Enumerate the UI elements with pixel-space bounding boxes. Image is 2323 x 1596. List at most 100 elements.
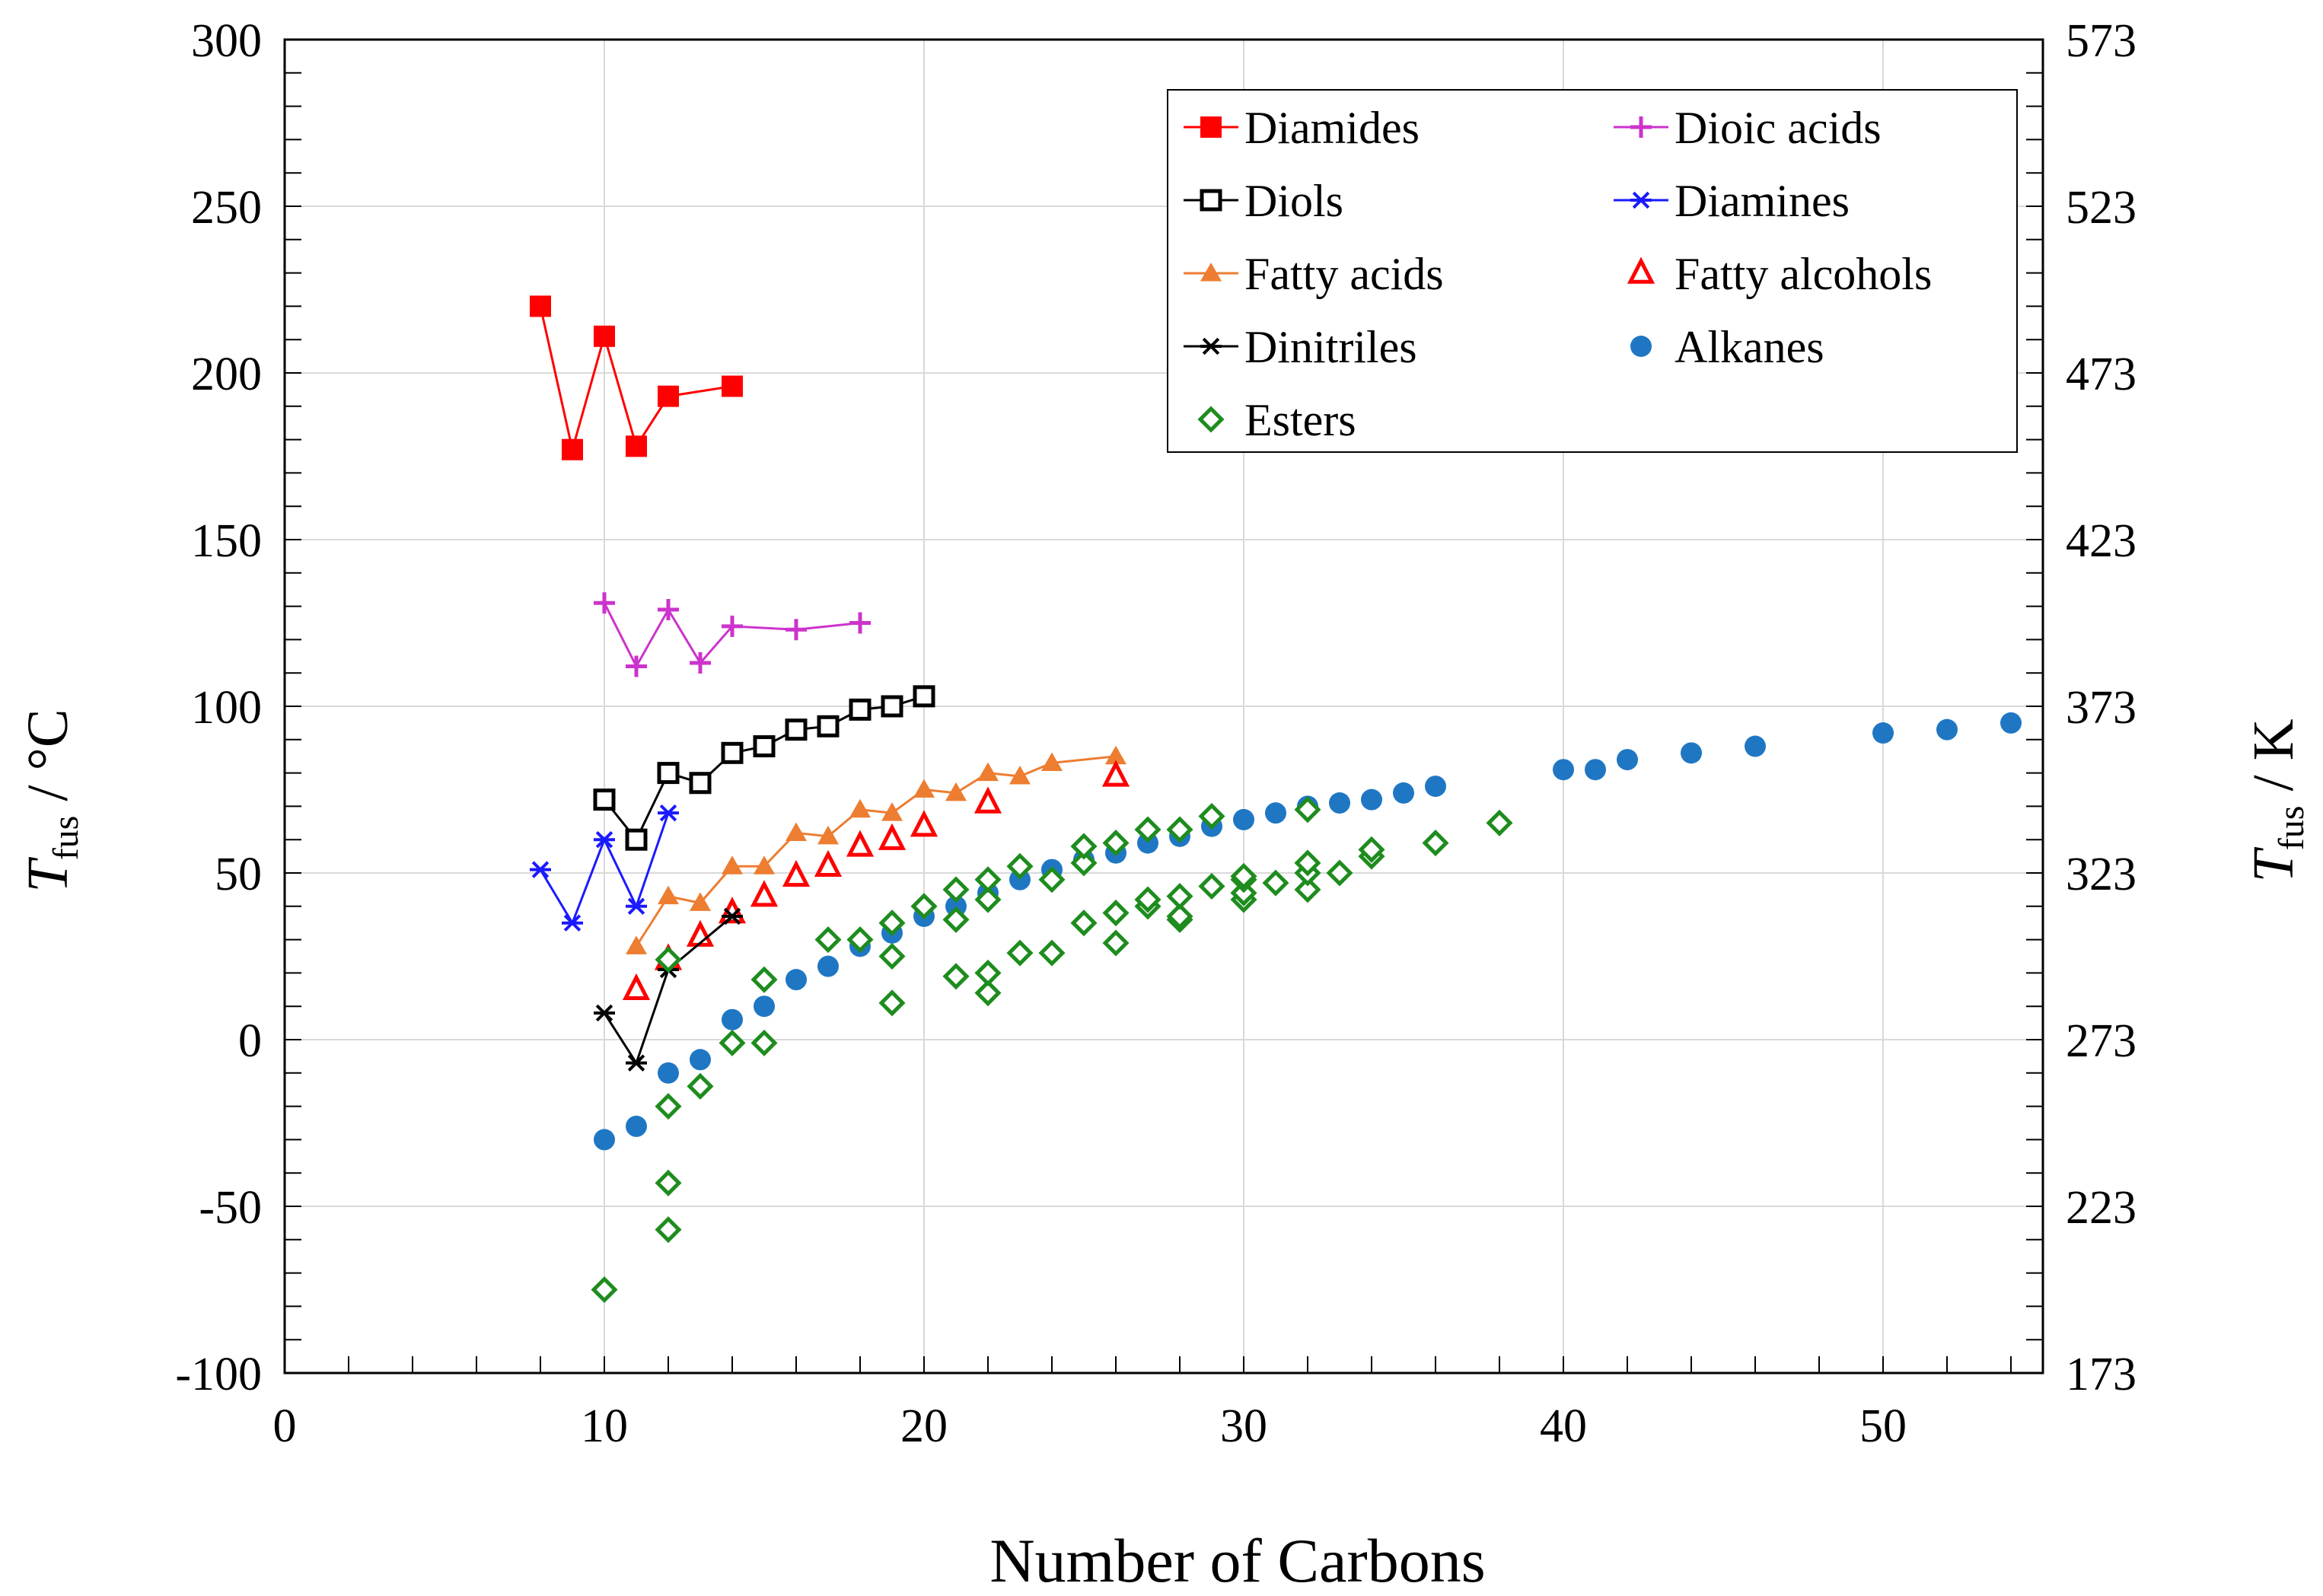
data-point-diamines (594, 830, 615, 849)
data-point-diols (593, 788, 616, 811)
legend-label-fatty-acids: Fatty acids (1244, 249, 1444, 299)
y2-axis-label-unit: / K (2242, 718, 2305, 805)
legend-entry-alkanes: Alkanes (1630, 322, 1824, 372)
data-point-alkanes (817, 955, 839, 977)
data-point-esters (1038, 939, 1066, 967)
legend-label-diamines: Diamines (1675, 176, 1850, 226)
data-point-esters (1294, 876, 1321, 903)
series-fatty-acids (626, 745, 1126, 954)
data-point-alkanes (1233, 808, 1254, 830)
legend-marker-diols (1200, 189, 1222, 212)
data-point-esters (846, 926, 874, 954)
data-point-dioic-acids (722, 615, 743, 637)
data-point-fatty-acids (977, 762, 999, 782)
data-point-diamides (562, 438, 583, 460)
data-point-fatty-alcohols (973, 786, 1002, 814)
data-point-esters (1422, 830, 1449, 857)
legend-marker-dinitriles (1200, 337, 1222, 355)
y2-axis-label-sub: fus (2271, 806, 2312, 851)
x-tick-label: 20 (900, 1400, 948, 1452)
data-point-dinitriles (722, 907, 743, 925)
legend-entry-fatty-acids: Fatty acids (1184, 249, 1444, 299)
y-axis-label-unit: / °C (16, 709, 80, 815)
legend-marker-fatty-alcohols (1627, 256, 1655, 284)
legend-label-dinitriles: Dinitriles (1244, 322, 1417, 372)
data-point-esters (1198, 872, 1225, 900)
data-point-alkanes (722, 1008, 743, 1031)
data-point-fatty-alcohols (814, 849, 843, 877)
x-tick-label: 40 (1540, 1400, 1587, 1452)
data-point-alkanes (785, 969, 807, 991)
series-dinitriles (594, 907, 743, 1072)
data-point-fatty-acids (817, 825, 839, 845)
data-point-alkanes (1936, 718, 1958, 741)
legend-marker-dioic-acids (1630, 116, 1652, 138)
series-line-dinitriles (603, 915, 733, 1066)
y2-tick-label: 523 (2066, 182, 2137, 234)
y-axis-label-sub: fus (46, 816, 86, 861)
data-point-alkanes (690, 1049, 711, 1071)
data-point-diols (657, 762, 680, 785)
y-tick-label: 0 (238, 1015, 262, 1067)
legend-marker-diamides (1200, 116, 1222, 138)
y2-tick-label: 473 (2066, 349, 2137, 400)
y2-tick-label: 273 (2066, 1015, 2137, 1067)
data-point-esters (591, 1276, 618, 1304)
legend-marker-esters (1197, 406, 1225, 433)
data-point-esters (1006, 939, 1034, 967)
data-point-diols (753, 735, 776, 758)
y2-tick-label: 223 (2066, 1182, 2137, 1234)
data-point-alkanes (1553, 759, 1574, 781)
data-point-fatty-acids (785, 822, 807, 841)
x-axis-label: Number of Carbons (989, 1526, 1485, 1595)
data-point-fatty-acids (658, 885, 679, 905)
data-point-alkanes (1745, 735, 1766, 757)
data-point-alkanes (594, 1129, 615, 1151)
data-point-esters (750, 1029, 778, 1056)
data-point-esters (974, 959, 1002, 986)
data-point-esters (942, 906, 970, 933)
legend-entry-fatty-alcohols: Fatty alcohols (1627, 249, 1932, 299)
y2-tick-label: 323 (2066, 849, 2137, 900)
data-point-esters (1166, 816, 1193, 843)
data-point-diamines (562, 914, 583, 932)
series-diols (593, 685, 935, 851)
data-point-esters (1102, 929, 1130, 957)
y2-tick-label: 573 (2066, 15, 2137, 67)
data-point-esters (655, 946, 682, 973)
data-point-fatty-acids (1041, 752, 1063, 771)
data-point-diols (721, 741, 744, 764)
data-point-esters (942, 876, 970, 903)
data-point-diols (913, 685, 935, 708)
x-tick-label: 0 (273, 1400, 297, 1452)
data-point-esters (1166, 883, 1193, 910)
data-point-fatty-acids (722, 855, 743, 874)
data-point-diamides (594, 325, 615, 347)
data-point-esters (878, 942, 906, 970)
data-point-esters (1326, 859, 1353, 887)
data-point-esters (1070, 833, 1098, 860)
data-point-alkanes (1393, 782, 1414, 804)
data-point-dioic-acids (594, 592, 615, 614)
data-point-esters (655, 1216, 682, 1244)
legend-label-fatty-alcohols: Fatty alcohols (1675, 249, 1932, 299)
data-point-diols (785, 718, 808, 741)
data-point-fatty-acids (754, 855, 775, 874)
series-diamides (530, 295, 743, 460)
data-point-fatty-alcohols (622, 973, 651, 1000)
data-point-esters (1166, 903, 1193, 930)
data-point-esters (1102, 830, 1130, 857)
data-point-esters (974, 886, 1002, 913)
series-line-diols (603, 695, 925, 843)
legend-marker-diamines (1630, 191, 1652, 209)
data-point-fatty-alcohols (846, 830, 875, 857)
data-point-diamines (658, 804, 679, 822)
data-point-fatty-alcohols (1101, 760, 1130, 787)
data-point-esters (1102, 900, 1130, 927)
data-point-fatty-alcohols (782, 859, 811, 887)
y-tick-label: 100 (191, 682, 262, 734)
data-point-esters (1070, 849, 1098, 877)
data-point-esters (750, 966, 778, 993)
y2-tick-label: 423 (2066, 515, 2137, 567)
y-axis-label: Tfus / °C (16, 709, 86, 892)
